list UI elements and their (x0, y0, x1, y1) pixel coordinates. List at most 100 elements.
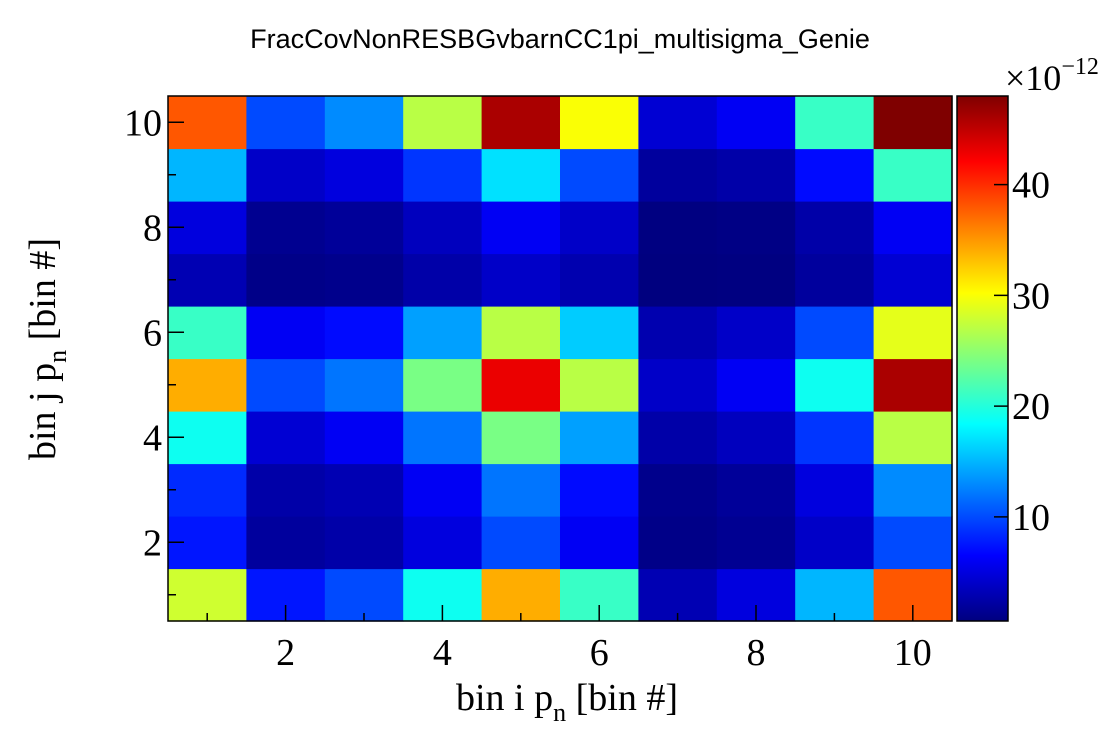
heatmap-cell-x4-y4 (403, 411, 483, 465)
heatmap-cell-x4-y7 (403, 253, 483, 307)
colorbar-tick-label: 20 (1012, 386, 1050, 428)
heatmap-cell-x6-y7 (560, 253, 639, 307)
heatmap-cell-x1-y3 (168, 463, 247, 517)
heatmap-cell-x8-y9 (716, 148, 796, 202)
y-tick-label: 10 (124, 102, 162, 144)
colorbar-tick-label: 10 (1012, 497, 1050, 539)
heatmap-cell-x7-y10 (638, 96, 718, 150)
heatmap-cell-x3-y4 (324, 411, 404, 465)
chart-title: FracCovNonRESBGvbarnCC1pi_multisigma_Gen… (250, 24, 870, 54)
heatmap-cell-x8-y3 (716, 463, 796, 517)
heatmap-cell-x4-y10 (403, 96, 483, 150)
heatmap-cell-x3-y9 (324, 148, 404, 202)
heatmap-cell-x4-y9 (403, 148, 483, 202)
heatmap-cell-x2-y6 (246, 306, 326, 360)
y-tick-label: 8 (143, 207, 162, 249)
heatmap-cell-x3-y2 (324, 516, 404, 570)
heatmap-cell-x3-y3 (324, 463, 404, 517)
heatmap-cell-x5-y2 (481, 516, 561, 570)
heatmap-cell-x6-y5 (560, 358, 639, 412)
heatmap-cell-x10-y7 (873, 253, 953, 307)
heatmap-cell-x6-y6 (560, 306, 639, 360)
heatmap-cell-x8-y5 (716, 358, 796, 412)
heatmap-cell-x2-y2 (246, 516, 326, 570)
heatmap-cell-x10-y4 (873, 411, 953, 465)
y-axis-label-sub: n (43, 350, 72, 363)
heatmap-cell-x3-y6 (324, 306, 404, 360)
x-axis-label-sub: n (553, 698, 566, 727)
heatmap-cell-x2-y4 (246, 411, 326, 465)
heatmap-cell-x8-y4 (716, 411, 796, 465)
heatmap-cell-x4-y2 (403, 516, 483, 570)
x-tick-label: 6 (590, 632, 609, 674)
heatmap-cell-x5-y10 (481, 96, 561, 150)
x-tick-label: 8 (747, 632, 766, 674)
heatmap-cell-x2-y3 (246, 463, 326, 517)
colorbar-exponent: ×10−12 (1005, 54, 1099, 98)
heatmap-cell-x6-y2 (560, 516, 639, 570)
heatmap-cell-x9-y7 (795, 253, 875, 307)
heatmap-cell-x10-y6 (873, 306, 953, 360)
y-axis-label: bin j pn [bin #] (22, 238, 72, 460)
heatmap-cell-x6-y9 (560, 148, 639, 202)
heatmap-cell-x5-y8 (481, 201, 561, 255)
colorbar-exponent-base: ×10 (1005, 58, 1061, 98)
heatmap-cell-x9-y9 (795, 148, 875, 202)
y-tick-label: 4 (143, 417, 162, 459)
colorbar-tick-label: 40 (1012, 165, 1050, 207)
colorbar-exponent-power: −12 (1061, 54, 1099, 80)
heatmap-cell-x10-y2 (873, 516, 953, 570)
heatmap-cell-x7-y8 (638, 201, 718, 255)
heatmap-cell-x5-y4 (481, 411, 561, 465)
colorbar-ticks: 10 20 30 40 (994, 165, 1050, 539)
heatmap-cell-x7-y9 (638, 148, 718, 202)
x-axis-ticks: 2 4 6 8 10 (206, 605, 932, 674)
x-tick-label: 4 (433, 632, 452, 674)
heatmap-cell-x1-y1 (168, 568, 247, 622)
heatmap-cell-x7-y1 (638, 568, 718, 622)
heatmap-cell-x8-y10 (716, 96, 796, 150)
x-tick-label: 2 (276, 632, 295, 674)
heatmap-cell-x3-y10 (324, 96, 404, 150)
heatmap-cell-x7-y7 (638, 253, 718, 307)
y-axis-ticks: 2 4 6 8 10 (124, 102, 184, 596)
heatmap-cell-x9-y4 (795, 411, 875, 465)
y-tick-label: 2 (143, 522, 162, 564)
x-axis-label: bin i pn [bin #] (456, 677, 678, 727)
heatmap-cell-x5-y7 (481, 253, 561, 307)
heatmap-cell-x5-y6 (481, 306, 561, 360)
heatmap-cell-x10-y3 (873, 463, 953, 517)
heatmap-cell-x6-y10 (560, 96, 639, 150)
heatmap-cell-x5-y5 (481, 358, 561, 412)
plot-frame (167, 95, 953, 622)
heatmap-cell-x7-y5 (638, 358, 718, 412)
heatmap-cells (168, 96, 953, 622)
heatmap-cell-x1-y7 (168, 253, 247, 307)
y-axis-label-main: bin j p (22, 363, 64, 460)
colorbar (956, 95, 1009, 622)
heatmap-cell-x2-y5 (246, 358, 326, 412)
heatmap-cell-x7-y3 (638, 463, 718, 517)
heatmap-cell-x4-y8 (403, 201, 483, 255)
heatmap-cell-x2-y7 (246, 253, 326, 307)
heatmap-cell-x1-y5 (168, 358, 247, 412)
y-tick-label: 6 (143, 312, 162, 354)
heatmap-cell-x3-y1 (324, 568, 404, 622)
heatmap-cell-x3-y5 (324, 358, 404, 412)
heatmap-cell-x8-y8 (716, 201, 796, 255)
heatmap-cell-x5-y3 (481, 463, 561, 517)
heatmap-cell-x9-y8 (795, 201, 875, 255)
heatmap-cell-x5-y1 (481, 568, 561, 622)
heatmap-cell-x3-y7 (324, 253, 404, 307)
heatmap-cell-x9-y1 (795, 568, 875, 622)
heatmap-cell-x8-y2 (716, 516, 796, 570)
heatmap-cell-x2-y8 (246, 201, 326, 255)
heatmap-cell-x7-y6 (638, 306, 718, 360)
colorbar-tick-label: 30 (1012, 275, 1050, 317)
x-axis-label-main: bin i p (456, 677, 553, 719)
heatmap-cell-x1-y9 (168, 148, 247, 202)
heatmap-cell-x2-y10 (246, 96, 326, 150)
heatmap-cell-x10-y9 (873, 148, 953, 202)
heatmap-cell-x10-y5 (873, 358, 953, 412)
